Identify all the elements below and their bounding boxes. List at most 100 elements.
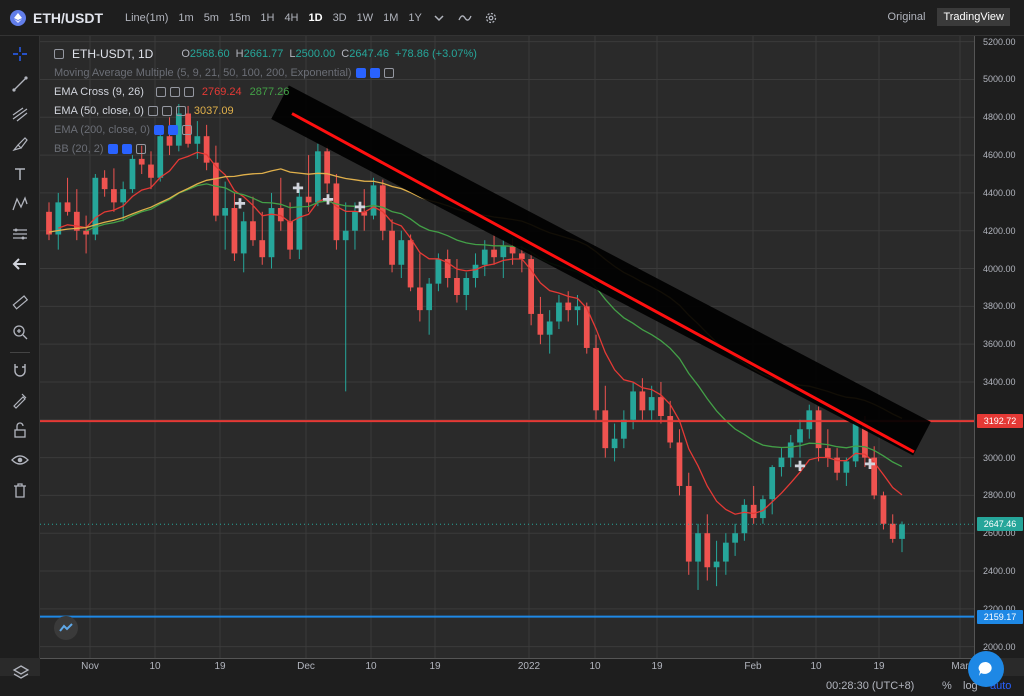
trend-line-icon[interactable]	[10, 74, 30, 94]
candle-body	[407, 240, 414, 288]
magnet-icon[interactable]	[10, 360, 30, 380]
ema-26-line	[85, 183, 903, 468]
trend-channel-band	[271, 85, 931, 456]
price-tick-label: 2800.00	[983, 490, 1016, 501]
price-tag: 3192.72	[977, 414, 1023, 429]
timeframe-1m[interactable]: 1m	[178, 11, 194, 24]
candle-body	[806, 410, 813, 430]
ma-close-icon[interactable]	[383, 67, 394, 78]
candle-body	[481, 249, 488, 265]
arrow-left-icon[interactable]	[10, 254, 30, 274]
trend-line	[291, 112, 915, 454]
time-tick-label: 10	[810, 661, 822, 672]
ema200-settings-icon[interactable]	[154, 124, 164, 135]
timeframe-3d[interactable]: 3D	[332, 11, 347, 24]
pattern-icon[interactable]	[10, 194, 30, 214]
ema50-label[interactable]: EMA (50, close, 0)	[54, 104, 144, 117]
chart-style-icon[interactable]	[458, 11, 472, 25]
price-tag: 2647.46	[977, 517, 1023, 532]
ema-cross-settings-icon[interactable]	[155, 86, 166, 97]
candle-body	[389, 230, 395, 265]
brush-icon[interactable]	[10, 134, 30, 154]
timeframe-line-1m[interactable]: Line(1m)	[125, 11, 169, 24]
ema200-close-icon[interactable]	[182, 124, 192, 135]
price-tick-label: 2600.00	[983, 528, 1016, 539]
cross-marker: ✚	[794, 458, 806, 474]
percent-toggle[interactable]: %	[942, 680, 952, 692]
timeframe-1h[interactable]: 1H	[260, 11, 275, 24]
chevron-down-icon[interactable]	[432, 11, 446, 25]
tradingview-logo-icon[interactable]	[54, 616, 78, 640]
view-tradingview-button[interactable]: TradingView	[937, 8, 1010, 26]
candle-body	[602, 410, 609, 449]
price-axis[interactable]: 5200.00 5000.00 4800.00 4600.00 4400.00 4200.…	[974, 36, 1024, 658]
high-label: H	[235, 47, 244, 60]
ema-cross-close-icon[interactable]	[183, 86, 194, 97]
ema50-visibility-icon[interactable]	[161, 105, 172, 116]
prediction-icon[interactable]	[10, 224, 30, 244]
candle-body	[213, 162, 219, 216]
ruler-icon[interactable]	[10, 292, 30, 312]
bb-close-icon[interactable]	[135, 143, 146, 154]
ema50-close-icon[interactable]	[175, 105, 186, 116]
timeframe-1w[interactable]: 1W	[356, 11, 374, 24]
time-axis[interactable]: Nov 10 19 Dec 10 19 2022 10 19 Feb 10 19 Mar	[40, 658, 974, 676]
status-bar: 00:28:30 (UTC+8) % log auto	[0, 676, 1024, 696]
candle-body	[518, 253, 525, 260]
candle-body	[815, 410, 822, 449]
candle-body	[259, 240, 266, 258]
eye-icon[interactable]	[10, 450, 30, 470]
price-tick-label: 2200.00	[983, 604, 1016, 614]
gear-icon[interactable]	[484, 11, 498, 25]
collapse-legend-icon[interactable]	[54, 48, 64, 59]
timeframe-4h[interactable]: 4H	[284, 11, 299, 24]
layers-icon[interactable]	[12, 664, 30, 682]
chat-support-button[interactable]	[968, 651, 1004, 687]
price-tick-label: 4400.00	[983, 187, 1016, 198]
bb-settings-icon[interactable]	[107, 143, 118, 154]
candle-body	[778, 457, 785, 468]
ema-cross-visibility-icon[interactable]	[169, 86, 180, 97]
ma-settings-icon[interactable]	[355, 67, 366, 78]
timeframe-15m[interactable]: 15m	[228, 11, 251, 24]
candle-body	[222, 208, 229, 216]
high-value: 2661.77	[243, 47, 284, 60]
symbol-title[interactable]: ETH/USDT	[33, 9, 103, 26]
ema200-label[interactable]: EMA (200, close, 0)	[54, 123, 150, 136]
close-label: C	[341, 47, 350, 60]
candle-body	[824, 448, 831, 458]
timeframe-1d[interactable]: 1D	[308, 11, 323, 24]
cross-marker: ✚	[292, 180, 304, 196]
trash-icon[interactable]	[10, 480, 30, 500]
fib-tool-icon[interactable]	[10, 104, 30, 124]
ma-visibility-icon[interactable]	[369, 67, 380, 78]
price-tick-label: 4000.00	[983, 263, 1016, 274]
cross-marker: ✚	[234, 195, 246, 211]
candle-body	[138, 158, 145, 165]
candle-body	[240, 221, 247, 254]
lock-drawing-icon[interactable]	[10, 390, 30, 410]
ema50-settings-icon[interactable]	[147, 105, 158, 116]
unlock-icon[interactable]	[10, 420, 30, 440]
bb-visibility-icon[interactable]	[121, 143, 132, 154]
ema-cross-label[interactable]: EMA Cross (9, 26)	[54, 85, 144, 98]
ema200-visibility-icon[interactable]	[168, 124, 178, 135]
candle-body	[565, 302, 572, 311]
timeframe-1mo[interactable]: 1M	[383, 11, 399, 24]
candle-body	[574, 306, 581, 311]
candle-body	[398, 240, 405, 265]
bb-label[interactable]: BB (20, 2)	[54, 142, 104, 155]
crosshair-icon[interactable]	[10, 44, 30, 64]
price-chart[interactable]: ✚ ✚ ✚ ✚ ✚ ✚	[40, 36, 974, 658]
timeframe-5m[interactable]: 5m	[203, 11, 219, 24]
ma-multiple-label[interactable]: Moving Average Multiple (5, 9, 21, 50, 1…	[54, 66, 352, 79]
text-tool-icon[interactable]	[10, 164, 30, 184]
candle-body	[899, 524, 905, 539]
view-original-button[interactable]: Original	[887, 11, 926, 23]
zoom-in-icon[interactable]	[10, 322, 30, 342]
timeframe-1y[interactable]: 1Y	[408, 11, 422, 24]
candle-body	[185, 113, 191, 144]
close-value: 2647.46	[349, 47, 389, 60]
change-value: +78.86 (+3.07%)	[395, 47, 477, 60]
